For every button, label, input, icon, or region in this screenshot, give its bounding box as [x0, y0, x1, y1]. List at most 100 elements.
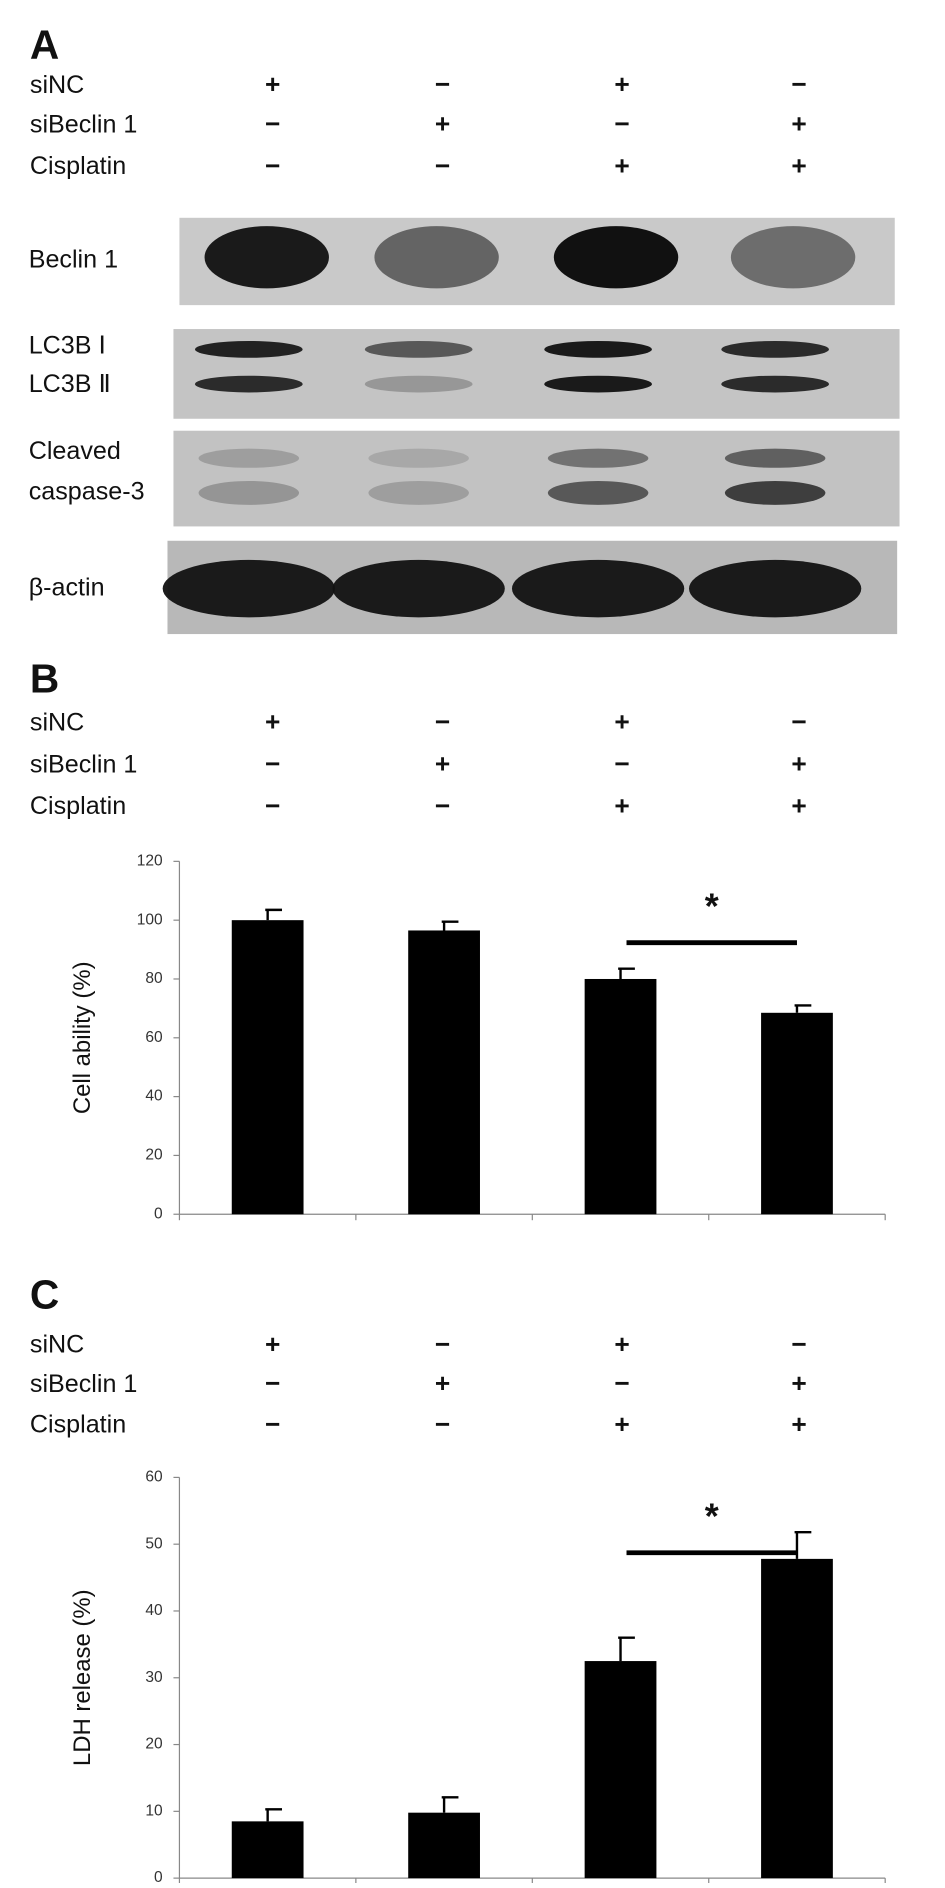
- blot-band: [511, 559, 685, 618]
- blot-band: [721, 341, 829, 358]
- panel-label: B: [30, 656, 59, 702]
- blot-label: Beclin 1: [29, 246, 118, 274]
- condition-name: siBeclin 1: [30, 750, 137, 778]
- blot-label: Cleaved: [29, 437, 121, 465]
- y-tick-label: 120: [137, 852, 163, 869]
- y-tick-label: 100: [137, 911, 163, 928]
- y-tick-label: 40: [145, 1088, 163, 1105]
- blot-band: [730, 226, 856, 289]
- blot-band: [547, 480, 649, 505]
- condition-sign: −: [265, 109, 280, 139]
- bar: [231, 1821, 304, 1879]
- condition-name: siNC: [30, 1330, 84, 1358]
- blot-band: [553, 226, 679, 289]
- condition-sign: +: [614, 707, 629, 737]
- y-tick-label: 10: [145, 1802, 163, 1819]
- condition-sign: +: [791, 749, 806, 779]
- y-tick-label: 0: [154, 1205, 163, 1222]
- condition-sign: +: [614, 151, 629, 181]
- y-tick-label: 20: [145, 1736, 163, 1753]
- blot-band: [198, 480, 300, 505]
- condition-sign: −: [265, 1368, 280, 1398]
- blot-label: caspase-3: [29, 478, 145, 506]
- bar: [761, 1012, 833, 1215]
- condition-sign: −: [435, 790, 450, 820]
- y-tick-label: 30: [145, 1669, 163, 1686]
- blot-band: [544, 341, 652, 358]
- condition-sign: +: [265, 69, 280, 99]
- condition-sign: +: [791, 1409, 806, 1439]
- condition-sign: +: [791, 790, 806, 820]
- bar: [761, 1558, 833, 1879]
- blot-band: [724, 448, 826, 468]
- condition-sign: −: [791, 707, 806, 737]
- bar: [584, 1661, 657, 1879]
- y-tick-label: 60: [145, 1469, 163, 1486]
- significance-mark: *: [705, 1497, 719, 1537]
- blot-band: [721, 375, 829, 393]
- blot-band: [689, 559, 862, 618]
- y-tick-label: 80: [145, 970, 163, 987]
- condition-sign: +: [791, 1368, 806, 1398]
- condition-sign: −: [435, 1409, 450, 1439]
- bar: [231, 920, 304, 1215]
- condition-sign: −: [791, 1329, 806, 1359]
- condition-sign: −: [435, 1329, 450, 1359]
- y-tick-label: 60: [145, 1029, 163, 1046]
- condition-sign: +: [435, 1368, 450, 1398]
- condition-name: Cisplatin: [30, 792, 126, 820]
- error-bar: [265, 1808, 283, 1822]
- blot-band: [204, 226, 329, 289]
- condition-sign: +: [614, 1409, 629, 1439]
- error-bar: [441, 920, 459, 931]
- condition-name: siBeclin 1: [30, 110, 137, 138]
- error-bar: [265, 908, 283, 921]
- condition-sign: −: [614, 1368, 629, 1398]
- error-bar: [618, 1636, 635, 1662]
- y-axis-label: Cell ability (%): [69, 961, 96, 1114]
- y-tick-label: 0: [154, 1869, 163, 1883]
- blot-band: [544, 375, 652, 393]
- panel-label: C: [30, 1272, 59, 1318]
- condition-sign: +: [265, 707, 280, 737]
- blot-band: [162, 559, 335, 618]
- condition-sign: +: [614, 1329, 629, 1359]
- error-bar: [618, 967, 635, 979]
- blot-band: [194, 375, 303, 393]
- condition-sign: −: [435, 151, 450, 181]
- condition-sign: +: [614, 790, 629, 820]
- panel-label: A: [30, 22, 59, 68]
- blot-band: [374, 226, 499, 289]
- blot-band: [332, 559, 505, 618]
- condition-sign: −: [614, 749, 629, 779]
- condition-sign: +: [435, 749, 450, 779]
- condition-sign: −: [435, 69, 450, 99]
- blot-label: LC3B Ⅱ: [29, 370, 111, 398]
- bar: [408, 930, 480, 1215]
- condition-name: siNC: [30, 71, 84, 99]
- blot-band: [547, 448, 649, 468]
- condition-sign: −: [614, 109, 629, 139]
- y-axis-label: LDH release (%): [69, 1589, 96, 1766]
- bar: [584, 978, 657, 1215]
- blot-band: [364, 341, 473, 358]
- error-bar: [794, 1004, 812, 1013]
- blot-label: β-actin: [29, 573, 105, 601]
- condition-sign: +: [791, 109, 806, 139]
- condition-sign: −: [265, 790, 280, 820]
- condition-name: siNC: [30, 708, 84, 736]
- bar: [408, 1812, 480, 1879]
- condition-sign: −: [265, 1409, 280, 1439]
- condition-name: Cisplatin: [30, 152, 126, 180]
- condition-sign: −: [265, 749, 280, 779]
- error-bar: [794, 1530, 812, 1559]
- y-tick-label: 50: [145, 1535, 163, 1552]
- blot-band: [724, 480, 826, 505]
- condition-name: Cisplatin: [30, 1411, 126, 1439]
- y-tick-label: 20: [145, 1147, 163, 1164]
- blot-band: [368, 480, 469, 505]
- condition-sign: +: [435, 109, 450, 139]
- condition-sign: +: [614, 69, 629, 99]
